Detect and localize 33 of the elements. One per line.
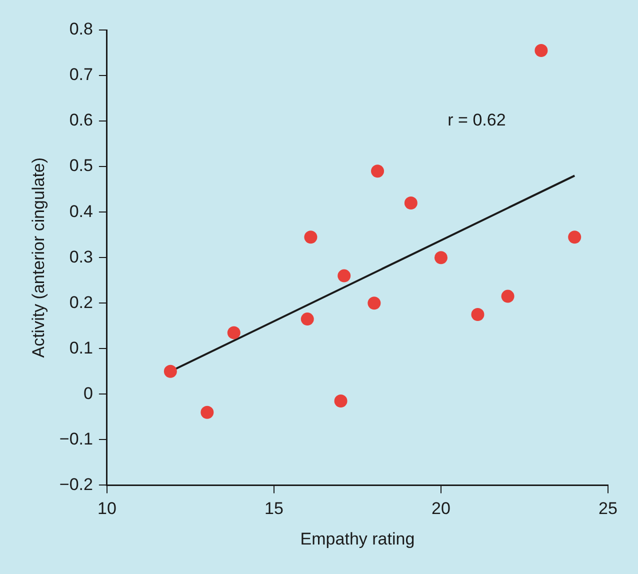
point bbox=[200, 406, 214, 419]
point bbox=[368, 296, 381, 310]
y-tick-label: −0.1 bbox=[59, 429, 93, 448]
y-tick-label: 0.5 bbox=[69, 156, 93, 176]
point bbox=[471, 308, 484, 321]
y-tick-label: 0.7 bbox=[69, 65, 93, 84]
point bbox=[404, 196, 418, 210]
point bbox=[164, 364, 177, 378]
y-tick-label: 0.3 bbox=[69, 247, 93, 266]
x-tick-label: 25 bbox=[598, 499, 618, 518]
y-tick-label: 0.2 bbox=[69, 292, 93, 312]
y-tick-label: −0.2 bbox=[59, 474, 93, 494]
x-axis-title: Empathy rating bbox=[300, 529, 415, 548]
x-tick-label: 10 bbox=[98, 499, 116, 518]
point bbox=[568, 230, 582, 244]
y-tick-label: 0 bbox=[83, 384, 93, 403]
point bbox=[371, 164, 384, 178]
annotation: r = 0.62 bbox=[448, 110, 506, 130]
point bbox=[300, 312, 314, 326]
y-tick-label: 0.6 bbox=[69, 110, 93, 130]
point bbox=[334, 394, 348, 408]
point bbox=[434, 251, 448, 264]
point bbox=[501, 290, 514, 303]
point bbox=[227, 326, 240, 340]
point bbox=[534, 44, 548, 57]
y-tick-label: 0.1 bbox=[69, 338, 93, 358]
y-tick-label: 0.4 bbox=[69, 202, 93, 221]
y-axis-title: Activity (anterior cingulate) bbox=[28, 157, 48, 358]
point bbox=[304, 230, 318, 244]
y-tick-label: 0.8 bbox=[69, 20, 93, 39]
x-tick-label: 20 bbox=[432, 499, 450, 518]
point bbox=[338, 269, 351, 282]
x-tick-label: 15 bbox=[264, 499, 284, 518]
